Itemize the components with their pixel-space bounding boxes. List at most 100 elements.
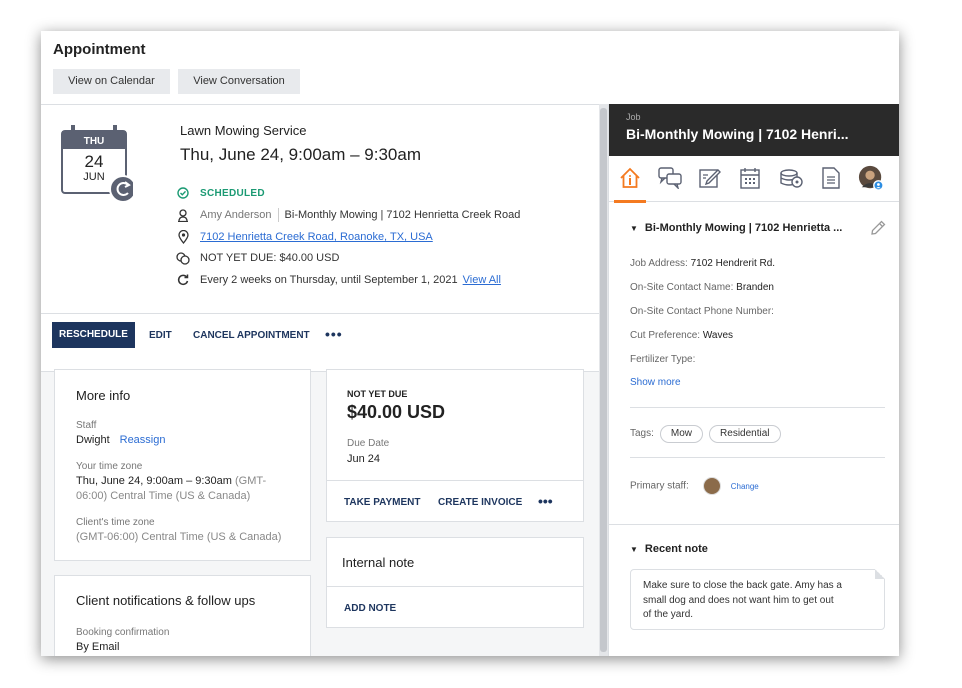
primary-staff-label: Primary staff: (630, 480, 689, 492)
divider (277, 208, 279, 222)
job-label: Job (626, 112, 641, 122)
payment-status: NOT YET DUE (347, 389, 408, 399)
tag-mow[interactable]: Mow (659, 425, 704, 443)
booking-confirmation-label: Booking confirmation (76, 627, 170, 638)
chat-icon[interactable] (657, 165, 683, 191)
edit-button[interactable]: EDIT (149, 330, 172, 341)
recent-note-box: Make sure to close the back gate. Amy ha… (630, 569, 885, 630)
action-bar: RESCHEDULE EDIT CANCEL APPOINTMENT ••• (41, 313, 601, 355)
job-field-label: On-Site Contact Name: (630, 282, 734, 293)
header: Appointment View on Calendar View Conver… (41, 31, 899, 104)
reschedule-button[interactable]: RESCHEDULE (52, 322, 135, 348)
calendar-icon[interactable] (737, 165, 763, 191)
appointment-datetime: Thu, June 24, 9:00am – 9:30am (180, 145, 421, 164)
calendar-date: 24 (85, 152, 104, 171)
take-payment-button[interactable]: TAKE PAYMENT (344, 497, 421, 508)
job-field-label: Cut Preference: (630, 330, 701, 341)
due-date-value: Jun 24 (347, 453, 381, 465)
primary-staff-row: Primary staff: Change (630, 477, 759, 495)
job-field-value: 7102 Hendrerit Rd. (690, 258, 776, 269)
recent-note-title[interactable]: ▼ Recent note (630, 543, 708, 555)
your-timezone-time: Thu, June 24, 9:00am – 9:30am (76, 475, 232, 487)
edit-icon[interactable] (697, 165, 723, 191)
pencil-icon[interactable] (869, 219, 887, 237)
tag-residential[interactable]: Residential (709, 425, 781, 443)
show-more-link[interactable]: Show more (630, 377, 681, 388)
job-field-value: Branden (736, 282, 774, 293)
scrollbar-thumb[interactable] (600, 108, 607, 652)
reassign-link[interactable]: Reassign (119, 434, 166, 446)
caret-down-icon: ▼ (630, 545, 638, 554)
job-field-row: On-Site Contact Name: Branden (630, 282, 774, 293)
payment-more-button[interactable]: ••• (538, 493, 553, 509)
calendar-month: JUN (83, 171, 104, 183)
appointment-card: THU 24 JUN Lawn Mowing Service Thu, June… (41, 105, 601, 372)
status-row: SCHEDULED (175, 185, 265, 201)
calendar-day: THU (84, 136, 105, 147)
job-field-row: Fertilizer Type: (630, 354, 695, 365)
create-invoice-button[interactable]: CREATE INVOICE (438, 497, 523, 508)
client-name[interactable]: Amy Anderson (200, 209, 272, 221)
internal-note-title: Internal note (342, 555, 415, 570)
divider (630, 407, 885, 408)
address-link[interactable]: 7102 Henrietta Creek Road, Roanoke, TX, … (200, 231, 433, 243)
staff-row: Dwight Reassign (76, 434, 165, 446)
job-section-name: Bi-Monthly Mowing | 7102 Henrietta ... (644, 222, 843, 234)
job-title: Bi-Monthly Mowing | 7102 Henri... (626, 126, 849, 142)
scheduled-icon (175, 185, 191, 201)
caret-down-icon: ▼ (630, 224, 638, 233)
your-timezone-gmt: (GMT- (231, 475, 267, 487)
payment-status-text: NOT YET DUE: $40.00 USD (200, 252, 340, 264)
recent-note-line: small dog and does not want him to get o… (643, 594, 834, 606)
service-name: Lawn Mowing Service (180, 123, 307, 138)
home-icon[interactable] (614, 165, 646, 203)
change-staff-link[interactable]: Change (730, 481, 759, 491)
more-info-title: More info (76, 388, 131, 403)
scrollbar[interactable] (599, 104, 608, 656)
payment-status-row: NOT YET DUE: $40.00 USD (175, 250, 339, 266)
recurrence-text: Every 2 weeks on Thursday, until Septemb… (200, 274, 458, 286)
recurrence-row: Every 2 weeks on Thursday, until Septemb… (175, 272, 501, 288)
note-fold (875, 569, 885, 579)
job-section-title[interactable]: ▼ Bi-Monthly Mowing | 7102 Henrietta ... (630, 222, 842, 234)
address-row: 7102 Henrietta Creek Road, Roanoke, TX, … (175, 229, 433, 245)
person-icon (175, 207, 191, 223)
location-pin-icon (175, 229, 191, 245)
job-field-label: Fertilizer Type: (630, 354, 696, 365)
payment-card: NOT YET DUE $40.00 USD Due Date Jun 24 T… (326, 369, 584, 522)
add-note-button[interactable]: ADD NOTE (344, 603, 397, 614)
payment-actions: TAKE PAYMENT CREATE INVOICE ••• (327, 480, 583, 522)
client-timezone-label: Client's time zone (76, 517, 155, 528)
your-timezone-line2: 06:00) Central Time (US & Canada) (76, 490, 251, 502)
job-panel: Job Bi-Monthly Mowing | 7102 Henri... (608, 104, 899, 656)
money-icon[interactable] (778, 165, 804, 191)
staff-avatar[interactable] (858, 165, 884, 191)
job-field-row: Cut Preference: Waves (630, 330, 733, 341)
payment-amount: $40.00 USD (347, 402, 446, 422)
page-title: Appointment (53, 41, 146, 58)
booking-confirmation-value: By Email (76, 641, 120, 653)
job-field-label: On-Site Contact Phone Number: (630, 306, 774, 317)
job-field-row: Job Address: 7102 Hendrerit Rd. (630, 258, 775, 269)
internal-note-actions: ADD NOTE (327, 586, 583, 628)
view-conversation-button[interactable]: View Conversation (178, 69, 300, 94)
job-tabs (609, 156, 899, 203)
view-all-link[interactable]: View All (462, 274, 501, 286)
more-actions-button[interactable]: ••• (325, 326, 343, 342)
tags-row: Tags: Mow Residential (630, 425, 781, 443)
job-name[interactable]: Bi-Monthly Mowing | 7102 Henrietta Creek… (284, 209, 521, 221)
cancel-appointment-button[interactable]: CANCEL APPOINTMENT (193, 330, 310, 341)
appointment-detail: THU 24 JUN Lawn Mowing Service Thu, June… (41, 104, 601, 656)
document-icon[interactable] (818, 165, 844, 191)
notifications-title: Client notifications & follow ups (76, 593, 256, 608)
job-field-label: Job Address: (630, 258, 688, 269)
view-on-calendar-button[interactable]: View on Calendar (53, 69, 170, 94)
job-field-value: Waves (702, 330, 734, 341)
job-header: Job Bi-Monthly Mowing | 7102 Henri... (609, 104, 899, 156)
due-date-label: Due Date (347, 438, 390, 449)
notifications-card: Client notifications & follow ups Bookin… (54, 575, 311, 656)
status-badge: SCHEDULED (200, 187, 265, 199)
coins-icon (175, 250, 191, 266)
recent-note-section: ▼ Recent note Make sure to close the back… (609, 524, 899, 656)
tags-label: Tags: (630, 428, 654, 439)
